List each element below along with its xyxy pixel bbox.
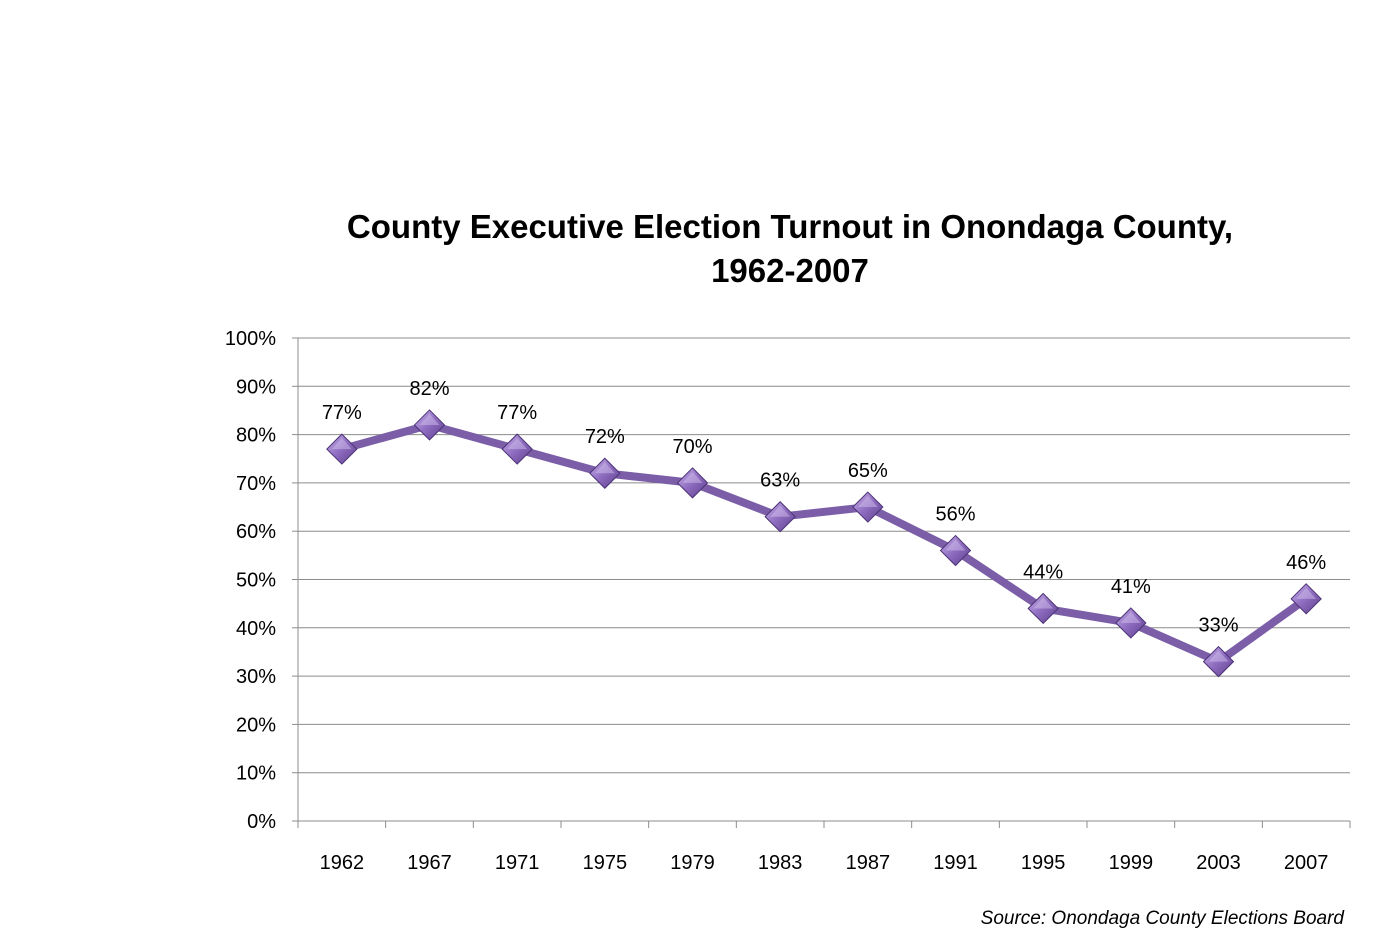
data-point-marker-highlight	[1208, 650, 1229, 662]
data-point-marker-highlight	[682, 471, 703, 483]
x-tick-label: 1962	[320, 852, 365, 874]
data-label: 44%	[1023, 561, 1063, 583]
series-line	[337, 420, 1311, 666]
y-tick-label: 40%	[236, 618, 276, 640]
x-tick-label: 1979	[670, 852, 715, 874]
data-point-marker	[676, 467, 709, 499]
data-point-marker-highlight	[1296, 587, 1317, 599]
data-point-marker-highlight	[945, 539, 966, 551]
data-label: 56%	[935, 504, 975, 526]
data-point-marker	[939, 534, 972, 567]
data-point-marker	[1202, 645, 1235, 678]
x-tick-label: 1999	[1109, 852, 1154, 874]
data-point-marker	[852, 491, 884, 523]
data-point-marker-highlight	[419, 413, 440, 425]
data-point-marker-highlight	[507, 438, 528, 450]
data-point-marker-highlight	[331, 438, 352, 450]
y-tick-label: 30%	[236, 666, 276, 688]
data-label: 33%	[1198, 615, 1238, 637]
data-point-marker	[501, 433, 533, 465]
gridlines	[298, 337, 1350, 774]
series-line-group	[337, 420, 1311, 666]
data-label: 70%	[672, 436, 712, 458]
y-tick-label: 10%	[236, 763, 276, 785]
data-point-marker	[589, 457, 621, 489]
x-tick-label: 2003	[1196, 852, 1241, 874]
data-label: 63%	[760, 470, 800, 492]
data-point-marker-highlight	[770, 505, 791, 517]
data-point-marker	[326, 433, 358, 465]
data-label: 77%	[497, 402, 537, 424]
x-tick-label: 1967	[407, 852, 452, 874]
chart-title: County Executive Election Turnout in Ono…	[280, 205, 1300, 293]
x-tick-label: 1991	[933, 852, 978, 874]
data-point-marker	[1115, 607, 1147, 639]
data-point-marker	[764, 501, 796, 533]
data-point-marker	[1290, 583, 1322, 615]
data-label: 65%	[848, 460, 888, 482]
y-tick-label: 80%	[236, 425, 276, 447]
data-point-marker-highlight	[1120, 611, 1141, 623]
source-note: Source: Onondaga County Elections Board	[980, 908, 1344, 929]
data-label: 77%	[322, 402, 362, 424]
data-label: 46%	[1286, 552, 1326, 574]
axes: 0% 10% 20% 30% 40% 50% 60% 70% 80% 90% 100% 1962 196…	[225, 328, 1351, 874]
y-tick-label: 20%	[236, 714, 276, 736]
data-label: 72%	[585, 426, 625, 448]
y-tick-label: 50%	[236, 570, 276, 592]
data-label: 82%	[409, 378, 449, 400]
y-tick-label: 100%	[225, 328, 276, 350]
data-point-marker-highlight	[857, 496, 878, 508]
data-point-marker-highlight	[594, 462, 615, 474]
x-tick-label: 1987	[846, 852, 891, 874]
data-point-marker-highlight	[1033, 597, 1054, 609]
y-tick-label: 60%	[236, 521, 276, 543]
series-markers	[326, 409, 1322, 678]
x-tick-label: 2007	[1284, 852, 1329, 874]
y-tick-label: 90%	[236, 376, 276, 398]
y-tick-label: 70%	[236, 473, 276, 495]
data-point-marker	[413, 409, 446, 441]
data-labels: 77% 82% 77% 72% 70% 63% 65% 56% 44% 41% 33% 46%	[322, 378, 1327, 637]
data-label: 41%	[1111, 576, 1151, 598]
x-tick-label: 1971	[495, 852, 540, 874]
chart-title-line-2: 1962-2007	[711, 252, 869, 289]
data-point-marker	[1027, 592, 1059, 625]
x-tick-label: 1975	[583, 852, 628, 874]
y-tick-label: 0%	[247, 811, 276, 833]
chart-title-line-1: County Executive Election Turnout in Ono…	[346, 208, 1234, 245]
x-tick-label: 1983	[758, 852, 803, 874]
x-tick-label: 1995	[1021, 852, 1066, 874]
